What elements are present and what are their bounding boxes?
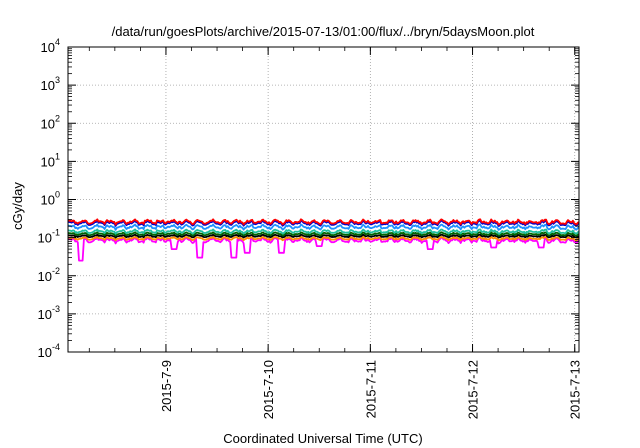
series-line — [67, 235, 580, 242]
series-line — [67, 228, 580, 235]
series-lines — [67, 218, 580, 262]
y-tick-label: 10-4 — [38, 342, 60, 360]
y-tick-label: 101 — [41, 151, 60, 169]
series-line — [67, 223, 580, 231]
grid-lines — [68, 47, 579, 352]
x-tick-label: 2015-7-12 — [466, 360, 481, 419]
x-tick-label: 2015-7-10 — [261, 360, 276, 419]
series-line — [67, 218, 580, 226]
series-line — [67, 231, 580, 237]
x-tick-label: 2015-7-9 — [159, 360, 174, 412]
y-tick-labels: 10-4 10-3 10-2 10-1 100 101 102 103 104 — [38, 37, 60, 360]
y-tick-label: 10-3 — [38, 304, 60, 322]
x-axis-label: Coordinated Universal Time (UTC) — [223, 431, 422, 446]
x-tick-label: 2015-7-11 — [363, 360, 378, 418]
y-tick-label: 102 — [41, 113, 60, 131]
y-axis-label: cGy/day — [10, 182, 25, 230]
chart-title: /data/run/goesPlots/archive/2015-07-13/0… — [112, 24, 535, 39]
y-tick-label: 10-1 — [38, 228, 60, 246]
x-tick-label: 2015-7-13 — [568, 360, 583, 419]
y-tick-label: 103 — [41, 75, 60, 93]
y-tick-label: 100 — [41, 190, 60, 208]
series-line — [67, 233, 580, 239]
y-tick-label: 104 — [41, 37, 60, 55]
tick-marks — [68, 46, 579, 353]
y-tick-label: 10-2 — [38, 266, 60, 284]
series-line — [67, 236, 580, 262]
x-tick-labels: 2015-7-9 2015-7-10 2015-7-11 2015-7-12 2015-… — [159, 360, 583, 419]
series-line — [67, 219, 580, 227]
